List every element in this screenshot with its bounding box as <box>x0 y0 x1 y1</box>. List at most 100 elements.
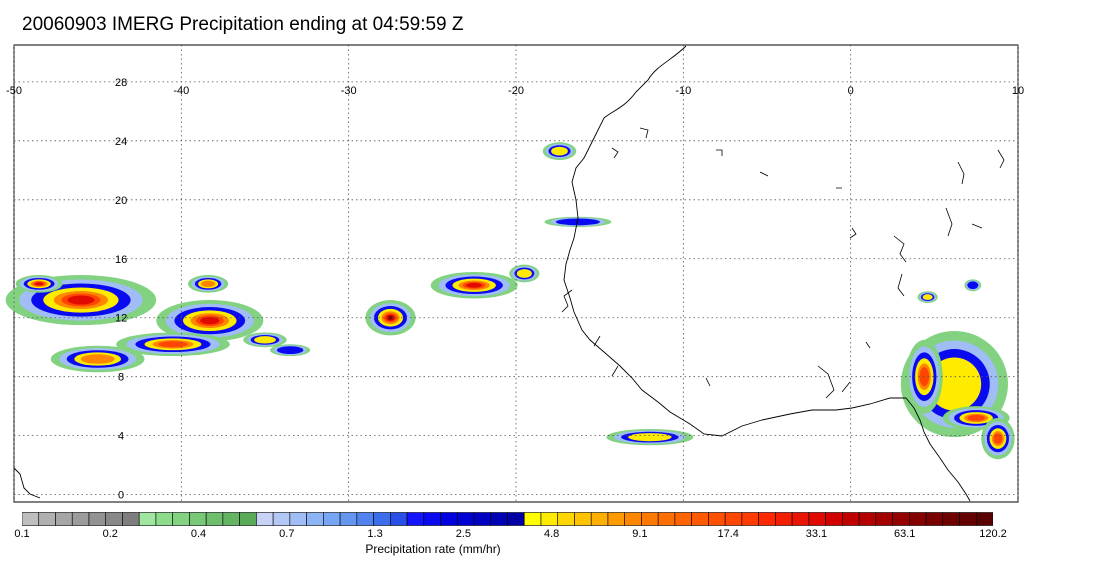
longitude-label: -30 <box>341 85 357 97</box>
precip-contour <box>200 280 216 288</box>
precip-contour <box>516 269 532 278</box>
colorbar-tick-label: 4.8 <box>543 528 560 540</box>
precip-cell <box>270 344 311 357</box>
colorbar-swatch <box>557 512 575 526</box>
colorbar-swatch <box>356 512 374 526</box>
precip-cell <box>509 264 540 283</box>
colorbar-swatch <box>55 512 73 526</box>
colorbar-swatch <box>272 512 291 526</box>
precip-cell <box>606 429 694 446</box>
colorbar-swatch <box>825 512 843 526</box>
colorbar-swatch <box>657 512 676 526</box>
colorbar-swatch <box>808 512 826 526</box>
colorbar-swatch <box>791 512 810 526</box>
precip-cell <box>542 142 577 160</box>
colorbar-swatch <box>189 512 207 526</box>
latitude-label: 12 <box>115 313 127 325</box>
border-a <box>611 127 1005 297</box>
colorbar-swatch <box>473 512 492 526</box>
longitude-label: -10 <box>675 85 691 97</box>
precip-contour <box>34 282 44 286</box>
country-borders <box>561 127 1005 399</box>
colorbar-swatch <box>624 512 642 526</box>
colorbar-title: Precipitation rate (mm/hr) <box>365 542 501 556</box>
map-title: 20060903 IMERG Precipitation ending at 0… <box>22 14 464 35</box>
precip-contour <box>67 295 95 305</box>
precip-contour <box>967 414 985 422</box>
colorbar-swatch <box>373 512 391 526</box>
colorbar-swatch <box>105 512 123 526</box>
colorbar-swatch <box>423 512 441 526</box>
colorbar-swatch <box>674 512 692 526</box>
colorbar-tick-label: 2.5 <box>455 528 472 540</box>
colorbar-swatch <box>540 512 559 526</box>
precip-cell <box>243 332 287 348</box>
precip-cell <box>917 291 938 303</box>
latitude-label: 20 <box>115 195 127 207</box>
colorbar-swatch <box>858 512 877 526</box>
colorbar-tick-label: 17.4 <box>717 528 739 540</box>
coastline <box>13 45 971 502</box>
longitude-labels: -50 -40 -30 -20 -10 0 10 <box>6 85 1024 97</box>
precip-contour <box>200 316 220 325</box>
latitude-label: 8 <box>118 372 124 384</box>
colorbar-swatch <box>574 512 592 526</box>
coastline-south-america <box>13 467 41 499</box>
precip-contour <box>158 341 188 348</box>
colorbar-swatch <box>691 512 709 526</box>
colorbar-tick-label: 0.2 <box>102 528 118 540</box>
precip-contour <box>551 146 568 156</box>
latitude-label: 24 <box>115 136 127 148</box>
precip-cell <box>156 300 264 342</box>
coastline-west-africa <box>563 45 906 437</box>
precip-cell <box>15 274 63 293</box>
precip-cell <box>116 332 230 357</box>
colorbar-swatch <box>490 512 508 526</box>
precip-cell <box>50 345 145 373</box>
colorbar-swatch <box>842 512 860 526</box>
precip-cell <box>964 279 982 292</box>
colorbar-swatch <box>440 512 458 526</box>
precipitation-layer <box>5 142 1015 460</box>
colorbar-swatch <box>38 512 56 526</box>
precip-cell <box>981 417 1015 460</box>
colorbar-swatch <box>641 512 659 526</box>
longitude-label: 0 <box>848 85 854 97</box>
precip-contour <box>967 281 979 290</box>
colorbar-swatch <box>289 512 307 526</box>
colorbar <box>22 512 993 526</box>
longitude-label: 10 <box>1012 85 1024 97</box>
colorbar-swatch <box>222 512 240 526</box>
precip-cell <box>544 216 612 228</box>
colorbar-swatch <box>205 512 224 526</box>
colorbar-swatch <box>975 512 993 526</box>
colorbar-swatch <box>22 512 40 526</box>
colorbar-swatch <box>155 512 173 526</box>
colorbar-swatch <box>122 512 140 526</box>
colorbar-tick-label: 33.1 <box>805 528 828 540</box>
colorbar-swatch <box>708 512 726 526</box>
colorbar-swatch <box>758 512 776 526</box>
colorbar-swatch <box>256 512 274 526</box>
longitude-label: -20 <box>508 85 524 97</box>
colorbar-swatch <box>892 512 910 526</box>
colorbar-swatch <box>239 512 257 526</box>
colorbar-swatch <box>306 512 324 526</box>
colorbar-swatch <box>607 512 625 526</box>
colorbar-swatch <box>323 512 341 526</box>
colorbar-swatch <box>959 512 977 526</box>
precip-contour <box>628 433 672 442</box>
colorbar-swatch <box>88 512 107 526</box>
precip-contour <box>555 218 601 226</box>
colorbar-swatch <box>390 512 408 526</box>
latitude-label: 0 <box>118 490 124 502</box>
colorbar-swatch <box>523 512 542 526</box>
latitude-label: 28 <box>115 77 127 89</box>
colorbar-swatch <box>339 512 358 526</box>
latitude-label: 16 <box>115 254 127 266</box>
coastline-gulf-of-guinea <box>905 397 971 502</box>
colorbar-swatch <box>456 512 475 526</box>
precip-cell <box>188 274 229 293</box>
colorbar-swatch <box>138 512 157 526</box>
latitude-labels: 28 24 20 16 12 8 4 0 <box>115 77 127 502</box>
